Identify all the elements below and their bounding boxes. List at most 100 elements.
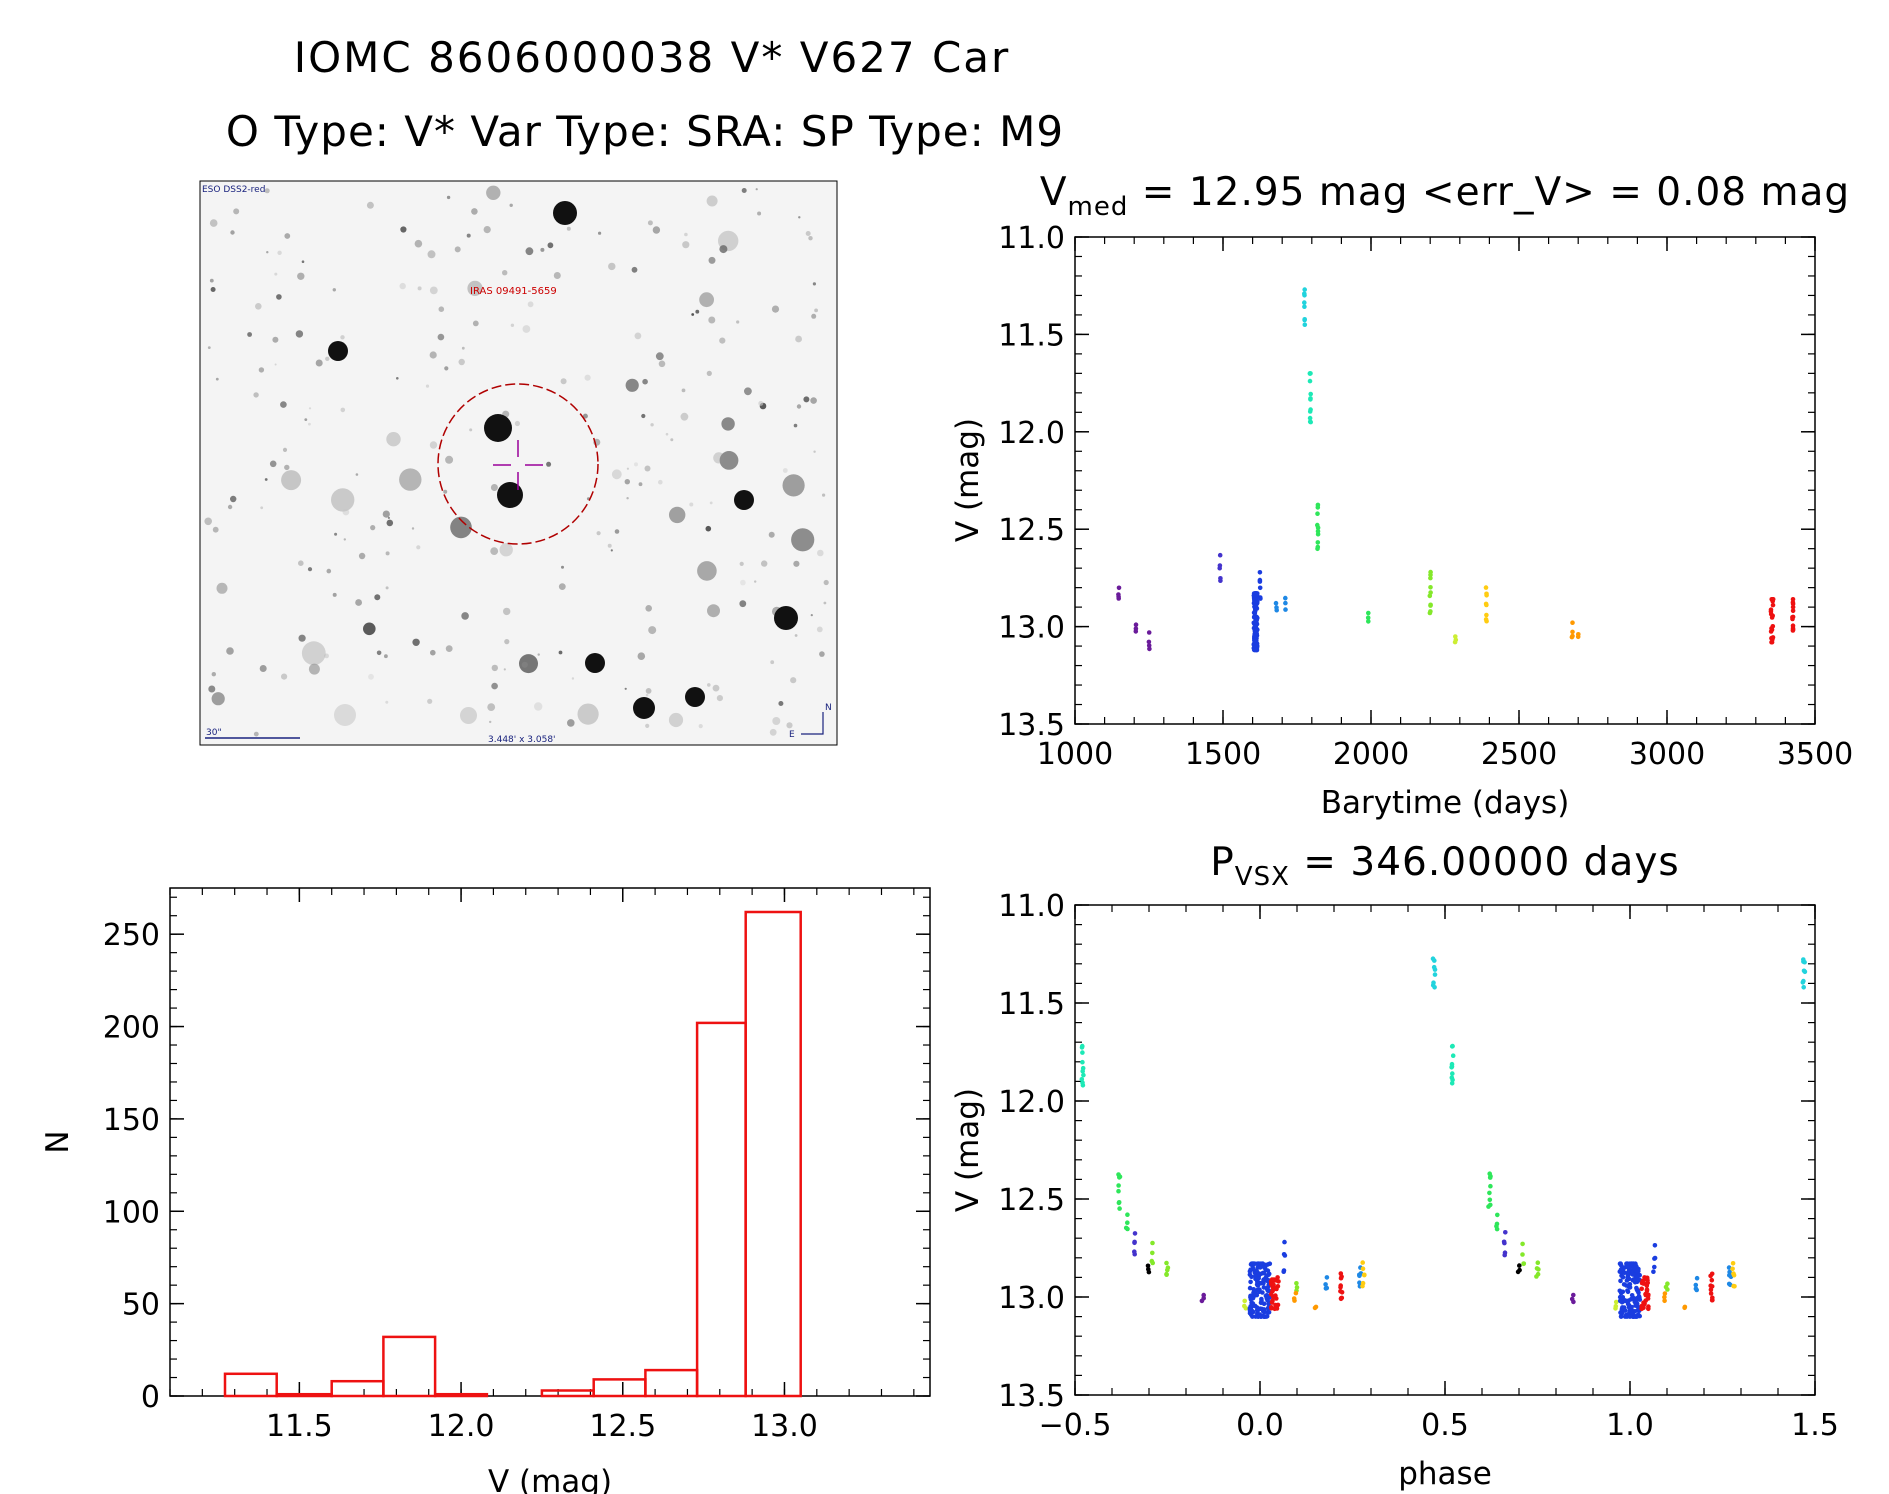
star: [491, 682, 498, 690]
phased-curve-ytick-label: 13.5: [998, 1379, 1065, 1414]
phased-curve-ytick-label: 12.5: [998, 1183, 1065, 1218]
star: [525, 247, 534, 256]
star: [466, 233, 471, 238]
phased-curve-point: [1694, 1275, 1700, 1281]
star: [741, 188, 747, 193]
phased-curve-point: [1248, 1279, 1253, 1285]
star: [216, 582, 228, 594]
star: [614, 529, 620, 534]
star: [414, 239, 423, 248]
light-curve-point: [1217, 552, 1223, 558]
phased-curve-point: [1250, 1314, 1255, 1319]
phased-curve-point: [1802, 959, 1807, 965]
phased-curve-point: [1274, 1286, 1279, 1292]
star: [782, 474, 805, 497]
light-curve-point: [1253, 647, 1259, 653]
star: [280, 401, 287, 408]
star: [332, 288, 336, 292]
star: [260, 506, 264, 510]
star: [358, 552, 366, 560]
light-curve-point: [1302, 322, 1308, 328]
star: [567, 719, 575, 727]
light-curve-point: [1307, 419, 1313, 425]
histogram-bar: [433, 1392, 489, 1398]
star: [446, 195, 451, 200]
phased-curve-point: [1339, 1274, 1344, 1279]
light-curve-point: [1307, 415, 1313, 421]
phased-curve-point: [1449, 1075, 1455, 1080]
star: [438, 306, 445, 313]
star: [514, 420, 521, 427]
star: [308, 663, 320, 675]
star: [658, 360, 666, 368]
star: [355, 599, 362, 606]
star: [399, 282, 406, 290]
phased-curve-point: [1535, 1260, 1541, 1265]
phased-curve-point: [1312, 1305, 1318, 1311]
phased-curve-point: [1619, 1307, 1625, 1312]
bright-star: [484, 414, 512, 442]
star: [510, 323, 515, 327]
star: [385, 586, 389, 590]
phased-curve-point: [1164, 1272, 1169, 1277]
star: [264, 188, 270, 194]
east-label: E: [789, 730, 795, 740]
bright-star: [497, 482, 523, 508]
light-curve-point: [1790, 608, 1796, 614]
star: [233, 208, 240, 215]
light-curve-ylabel: V (mag): [950, 418, 986, 542]
phased-curve-point: [1727, 1269, 1732, 1275]
star: [739, 600, 747, 608]
phased-curve-point: [1449, 1081, 1455, 1086]
phased-curve-point: [1619, 1310, 1625, 1316]
star: [503, 668, 506, 671]
phased-curve-point: [1620, 1295, 1626, 1300]
phased-curve-point: [1618, 1267, 1624, 1272]
star: [637, 652, 646, 660]
star: [691, 313, 695, 316]
star: [429, 441, 438, 449]
star: [461, 346, 465, 350]
light-curve-point: [1428, 602, 1433, 608]
star: [400, 226, 407, 233]
phased-curve-point: [1632, 1309, 1638, 1314]
phased-curve-point: [1272, 1306, 1277, 1312]
light-curve-point: [1253, 592, 1259, 598]
light-curve-point: [1790, 616, 1795, 622]
star: [560, 378, 567, 385]
star: [304, 418, 308, 421]
star: [793, 560, 800, 567]
histogram-ytick-label: 100: [103, 1195, 160, 1230]
star: [699, 292, 714, 308]
star: [427, 250, 436, 259]
star: [744, 387, 752, 396]
star: [547, 242, 554, 249]
phased-curve-ytick-label: 12.0: [998, 1085, 1065, 1120]
star: [798, 216, 801, 219]
phased-curve-point: [1199, 1298, 1205, 1304]
light-curve-xtick-label: 1500: [1185, 737, 1261, 772]
phased-curve-ytick-label: 13.0: [998, 1281, 1065, 1316]
phased-curve-point: [1708, 1287, 1714, 1292]
star: [368, 673, 374, 680]
light-curve-point: [1302, 300, 1307, 305]
light-curve-xtick-label: 1000: [1037, 737, 1113, 772]
star: [386, 519, 394, 527]
light-curve-xtick-label: 3500: [1777, 737, 1853, 772]
phased-curve-point: [1726, 1265, 1732, 1270]
histogram-bar: [744, 910, 802, 1398]
phased-curve-point: [1652, 1264, 1657, 1270]
phased-curve-xtick-label: 0.5: [1421, 1408, 1469, 1443]
star: [540, 247, 545, 252]
target-label: IRAS 09491-5659: [470, 286, 557, 297]
phased-curve-point: [1536, 1267, 1541, 1272]
star: [342, 508, 350, 516]
phased-curve-point: [1627, 1314, 1633, 1319]
star: [208, 685, 216, 693]
star: [668, 712, 684, 728]
star: [489, 720, 492, 724]
phased-curve-point: [1730, 1266, 1735, 1272]
phased-curve-ytick-label: 11.5: [998, 987, 1065, 1022]
phased-curve-point: [1360, 1280, 1366, 1286]
star: [706, 370, 712, 376]
